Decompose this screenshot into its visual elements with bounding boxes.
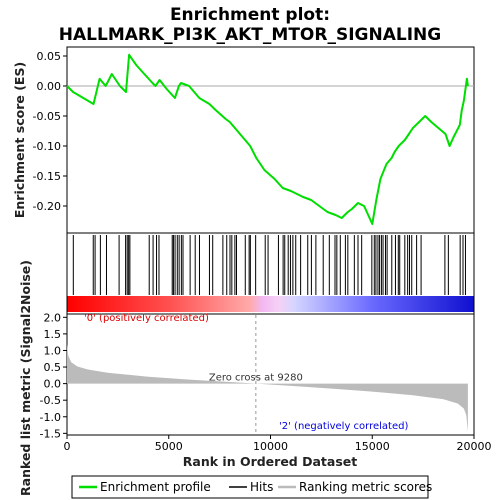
- es-y-tick-label: -0.20: [33, 200, 61, 213]
- x-axis-label: Rank in Ordered Dataset: [183, 454, 357, 469]
- legend-ranking-scores-label: Ranking metric scores: [299, 480, 432, 494]
- x-tick-label: 10000: [253, 440, 288, 453]
- metric-y-tick-label: 0.5: [44, 361, 62, 374]
- metric-y-tick-label: -1.0: [40, 411, 61, 424]
- es-panel: 0.05 0.00 -0.05 -0.10 -0.15 -0.20 Enrichment …: [12, 46, 475, 234]
- es-y-tick-label: -0.10: [33, 140, 61, 153]
- x-tick-label: 5000: [155, 440, 183, 453]
- ranking-metric-area: [67, 343, 468, 432]
- x-axis: 0 5000 10000 15000 20000: [64, 435, 492, 453]
- rank-color-bar: [67, 296, 474, 312]
- chart-title-line2: HALLMARK_PI3K_AKT_MTOR_SIGNALING: [59, 25, 441, 45]
- legend-enrichment-profile-label: Enrichment profile: [100, 480, 211, 494]
- es-y-tick-label: -0.15: [33, 170, 61, 183]
- legend: Enrichment profile Hits Ranking metric s…: [71, 475, 432, 499]
- metric-y-tick-label: -0.5: [40, 394, 61, 407]
- positive-correlation-label: '0' (positively correlated): [84, 313, 209, 324]
- metric-y-tick-label: 1.0: [44, 344, 62, 357]
- enrichment-profile-line: [66, 53, 469, 225]
- x-tick-label: 0: [64, 440, 71, 453]
- ranked-metric-y-axis-label: Ranked list metric (Signal2Noise): [18, 260, 33, 496]
- ranked-metric-panel: Zero cross at 9280 '0' (positively corre…: [18, 260, 475, 496]
- negative-correlation-label: '2' (negatively correlated): [279, 421, 408, 432]
- zero-cross-label: Zero cross at 9280: [209, 373, 303, 384]
- es-y-axis-label: Enrichment score (ES): [12, 62, 27, 218]
- metric-y-tick-label: -1.5: [40, 427, 61, 440]
- x-tick-label: 15000: [355, 440, 390, 453]
- es-y-tick-label: -0.05: [33, 110, 61, 123]
- legend-box: [71, 475, 429, 499]
- legend-hits-label: Hits: [250, 480, 273, 494]
- x-tick-label: 20000: [457, 440, 492, 453]
- es-y-tick-label: 0.05: [37, 50, 62, 63]
- hits-panel: [66, 232, 475, 315]
- chart-title-line1: Enrichment plot:: [170, 5, 330, 25]
- metric-y-tick-label: 2.0: [44, 311, 62, 324]
- metric-y-tick-label: 0.0: [44, 378, 62, 391]
- es-y-tick-label: 0.00: [37, 80, 62, 93]
- metric-y-tick-label: 1.5: [44, 328, 62, 341]
